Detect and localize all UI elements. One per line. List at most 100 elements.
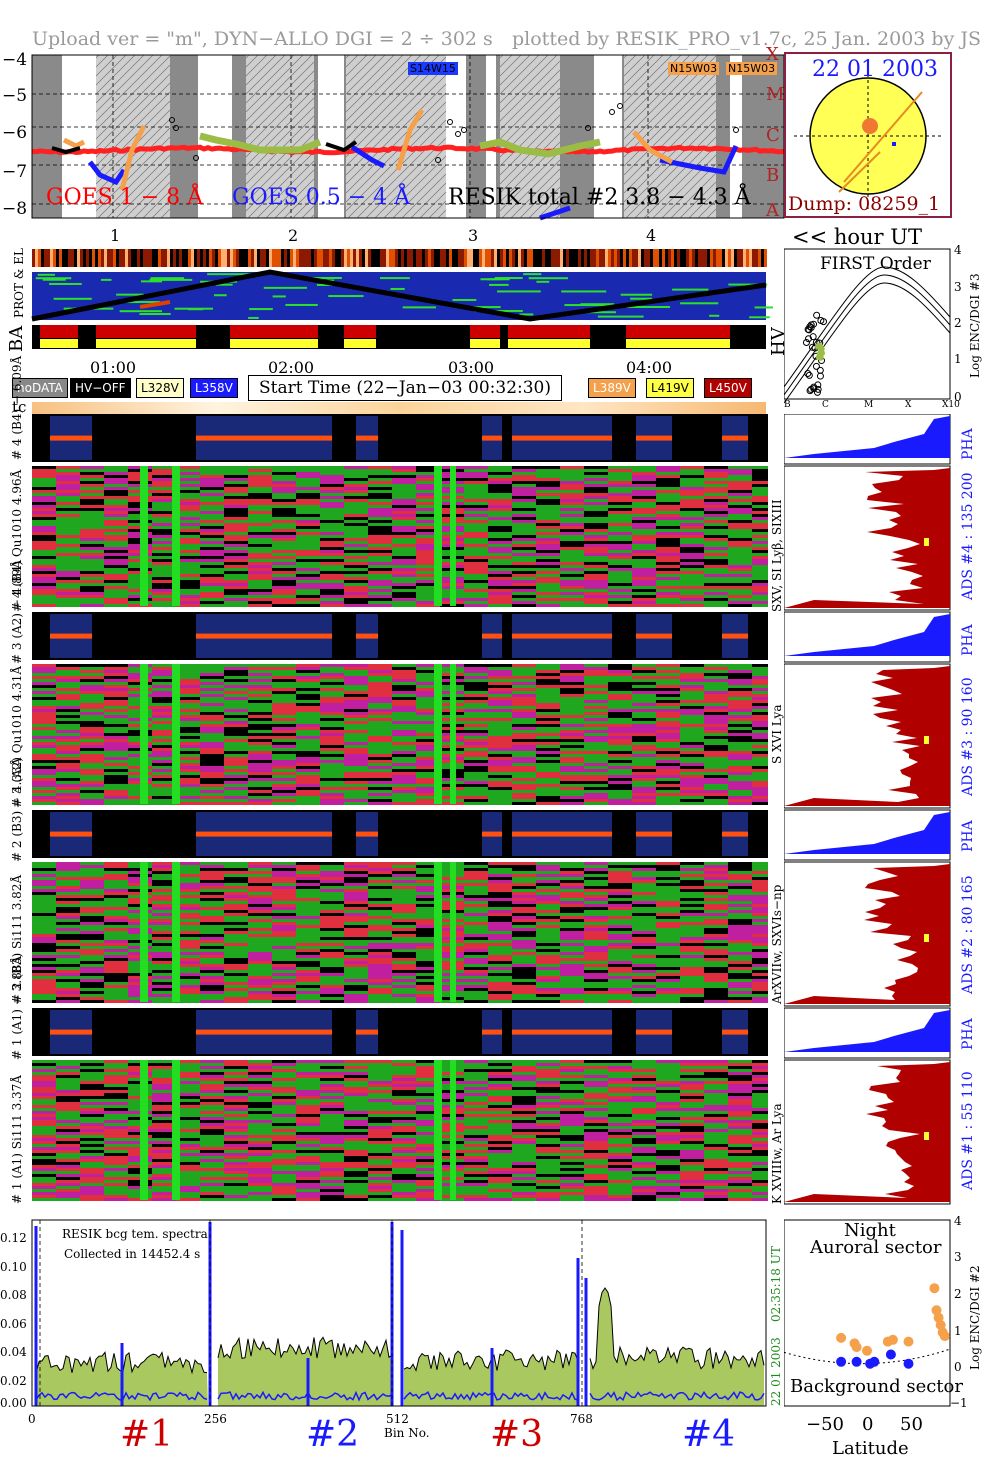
first-order-ytick-4: 4 — [954, 243, 962, 257]
goes-short-segment-3 — [659, 144, 739, 175]
legend-hvoff: HV−OFF — [70, 378, 131, 398]
spectrum-note-2: Collected in 14452.4 s — [64, 1247, 201, 1261]
latitude-point-1-3 — [869, 1356, 880, 1367]
ads-ads-5 — [784, 861, 951, 1007]
latitude-point-1-0 — [836, 1356, 847, 1367]
channel-label-4: #4 — [682, 1414, 736, 1455]
latitude-xtick-m50: −50 — [806, 1414, 844, 1435]
spectrum-bg-line-3 — [589, 1390, 765, 1402]
tc-bar — [32, 402, 766, 414]
channel-label-1: #1 — [120, 1414, 174, 1455]
orbit-path — [31, 269, 767, 322]
latitude-ytick-0: 0 — [954, 1360, 962, 1374]
active-region-label-3: N15W03 — [726, 62, 778, 75]
spectrum-ytick-008: 0.08 — [0, 1288, 27, 1302]
latitude-point-0-0 — [836, 1332, 847, 1343]
ads2-label: ADS #2 : 80 165 — [960, 875, 976, 994]
goes-class-m: M — [766, 84, 785, 105]
ads3-lines: S XVI Lya — [770, 704, 784, 765]
time-label-0300: 03:00 — [448, 358, 495, 377]
background-spectrum-panel — [31, 1219, 767, 1407]
spectrum-ytick-012: 0.12 — [0, 1231, 27, 1245]
spectrogram-ch-1 — [32, 466, 768, 607]
latitude-ytick-3: 3 — [954, 1250, 962, 1264]
ads1-label: ADS #1 : 55 110 — [960, 1071, 976, 1190]
active-region-spot — [862, 118, 878, 134]
ads-ads-1 — [784, 465, 951, 611]
spectrogram-stack — [32, 414, 768, 1201]
ads4-lines: SXV, SI Lyβ, SIXIII — [770, 499, 784, 612]
goes-day-5 — [594, 55, 622, 218]
first-order-ytick-1: 1 — [954, 352, 962, 366]
legend-resik-total: RESIK total #2 3.8 − 4.3 Å — [448, 185, 751, 210]
label-pha1: # 1 (A1) − 3.88Å — [10, 955, 24, 1060]
goes-marker-1 — [173, 125, 179, 131]
spectrum-frame — [31, 1219, 767, 1407]
latitude-point-0-12 — [939, 1331, 950, 1342]
goes-lightcurve-panel — [31, 54, 785, 221]
time-label-0400: 04:00 — [626, 358, 673, 377]
latitude-xtick-0: 0 — [862, 1414, 874, 1435]
goes-marker-0 — [169, 117, 175, 123]
upload-version-text: Upload ver = "m", DYN−ALLO DGI = 2 ÷ 302… — [32, 28, 493, 50]
spectrum-xtick-512: 512 — [386, 1412, 409, 1426]
ba-red-4 — [470, 325, 500, 338]
spectrum-xlabel: Bin No. — [384, 1426, 430, 1440]
latitude-title-auroral: Auroral sector — [810, 1237, 942, 1258]
latitude-ylabel: Log ENC/DGI #2 — [968, 1265, 982, 1370]
spectrum-bg-line-1 — [217, 1390, 393, 1402]
ba-yellow-6 — [626, 339, 730, 348]
channel-label-3: #3 — [490, 1414, 544, 1455]
first-order-ytick-3: 3 — [954, 280, 962, 294]
ads-ads-3 — [784, 663, 951, 809]
channel-label-2: #2 — [306, 1414, 360, 1455]
ba-yellow-3 — [344, 339, 376, 348]
ads2-lines: ArXVIIw, SXVIs−np — [770, 884, 784, 1004]
sun-dump-id: Dump: 08259_1 — [788, 193, 941, 215]
legend-l358v: L358V — [190, 378, 238, 398]
latitude-scatter-panel — [784, 1219, 951, 1407]
ads-pha-6 — [784, 1007, 951, 1059]
resik-orange-2 — [119, 124, 147, 191]
legend-l419v: L419V — [646, 378, 694, 398]
latitude-point-0-3 — [862, 1345, 872, 1356]
goes-marker-10 — [435, 157, 441, 163]
ads-histogram-stack — [784, 414, 951, 1205]
hour-label-4: 4 — [646, 226, 657, 245]
resik-black-2 — [325, 140, 358, 153]
plotted-by-text: plotted by RESIK_PRO_v1.7c, 25 Jan. 2003… — [512, 28, 981, 50]
ads-ads-7 — [784, 1059, 951, 1205]
goes-class-b: B — [766, 165, 780, 186]
goes-ytick-5: −8 — [2, 199, 28, 219]
spectrum-date: 22 01 2003 — [769, 1337, 783, 1406]
ba-red-6 — [626, 325, 730, 338]
resik-orange-3 — [395, 108, 425, 171]
latitude-background-label: Background sector — [790, 1376, 963, 1397]
spectrum-line-3 — [589, 1287, 765, 1370]
spectrum-line-1 — [217, 1336, 393, 1359]
goes-ytick-1: −4 — [2, 50, 28, 70]
latitude-point-1-5 — [903, 1358, 914, 1369]
resik-green-2 — [479, 138, 601, 158]
spectrum-note-1: RESIK bcg tem. spectra — [62, 1227, 208, 1241]
spectrum-area-1 — [218, 1337, 392, 1406]
latitude-title-night: Night — [844, 1220, 896, 1241]
first-order-xtick-x10: X10 — [942, 400, 960, 410]
goes-marker-9 — [193, 155, 199, 161]
pha-label-3: PHA — [960, 624, 976, 656]
spectrum-xtick-768: 768 — [570, 1412, 593, 1426]
goes-short-segment-1 — [88, 160, 127, 186]
latitude-ytick-2: 2 — [954, 1287, 962, 1301]
goes-ytick-4: −7 — [2, 162, 28, 182]
goes-marker-4 — [461, 127, 467, 133]
spectrogram-ch-7 — [32, 1060, 768, 1201]
legend-l328v: L328V — [136, 378, 184, 398]
ads1-lines: K XVIIIw, Ar Lya — [770, 1103, 784, 1204]
goes-long-curve — [31, 144, 785, 156]
label-ch1: # 1 (A1) Si111 3.37Å — [10, 1075, 24, 1204]
ba-red-0 — [40, 325, 78, 338]
first-order-xtick-b: B — [784, 400, 791, 410]
goes-marker-2 — [447, 119, 453, 125]
spectrum-time: 02:35:18 UT — [769, 1246, 783, 1322]
goes-ytick-2: −5 — [2, 86, 28, 106]
